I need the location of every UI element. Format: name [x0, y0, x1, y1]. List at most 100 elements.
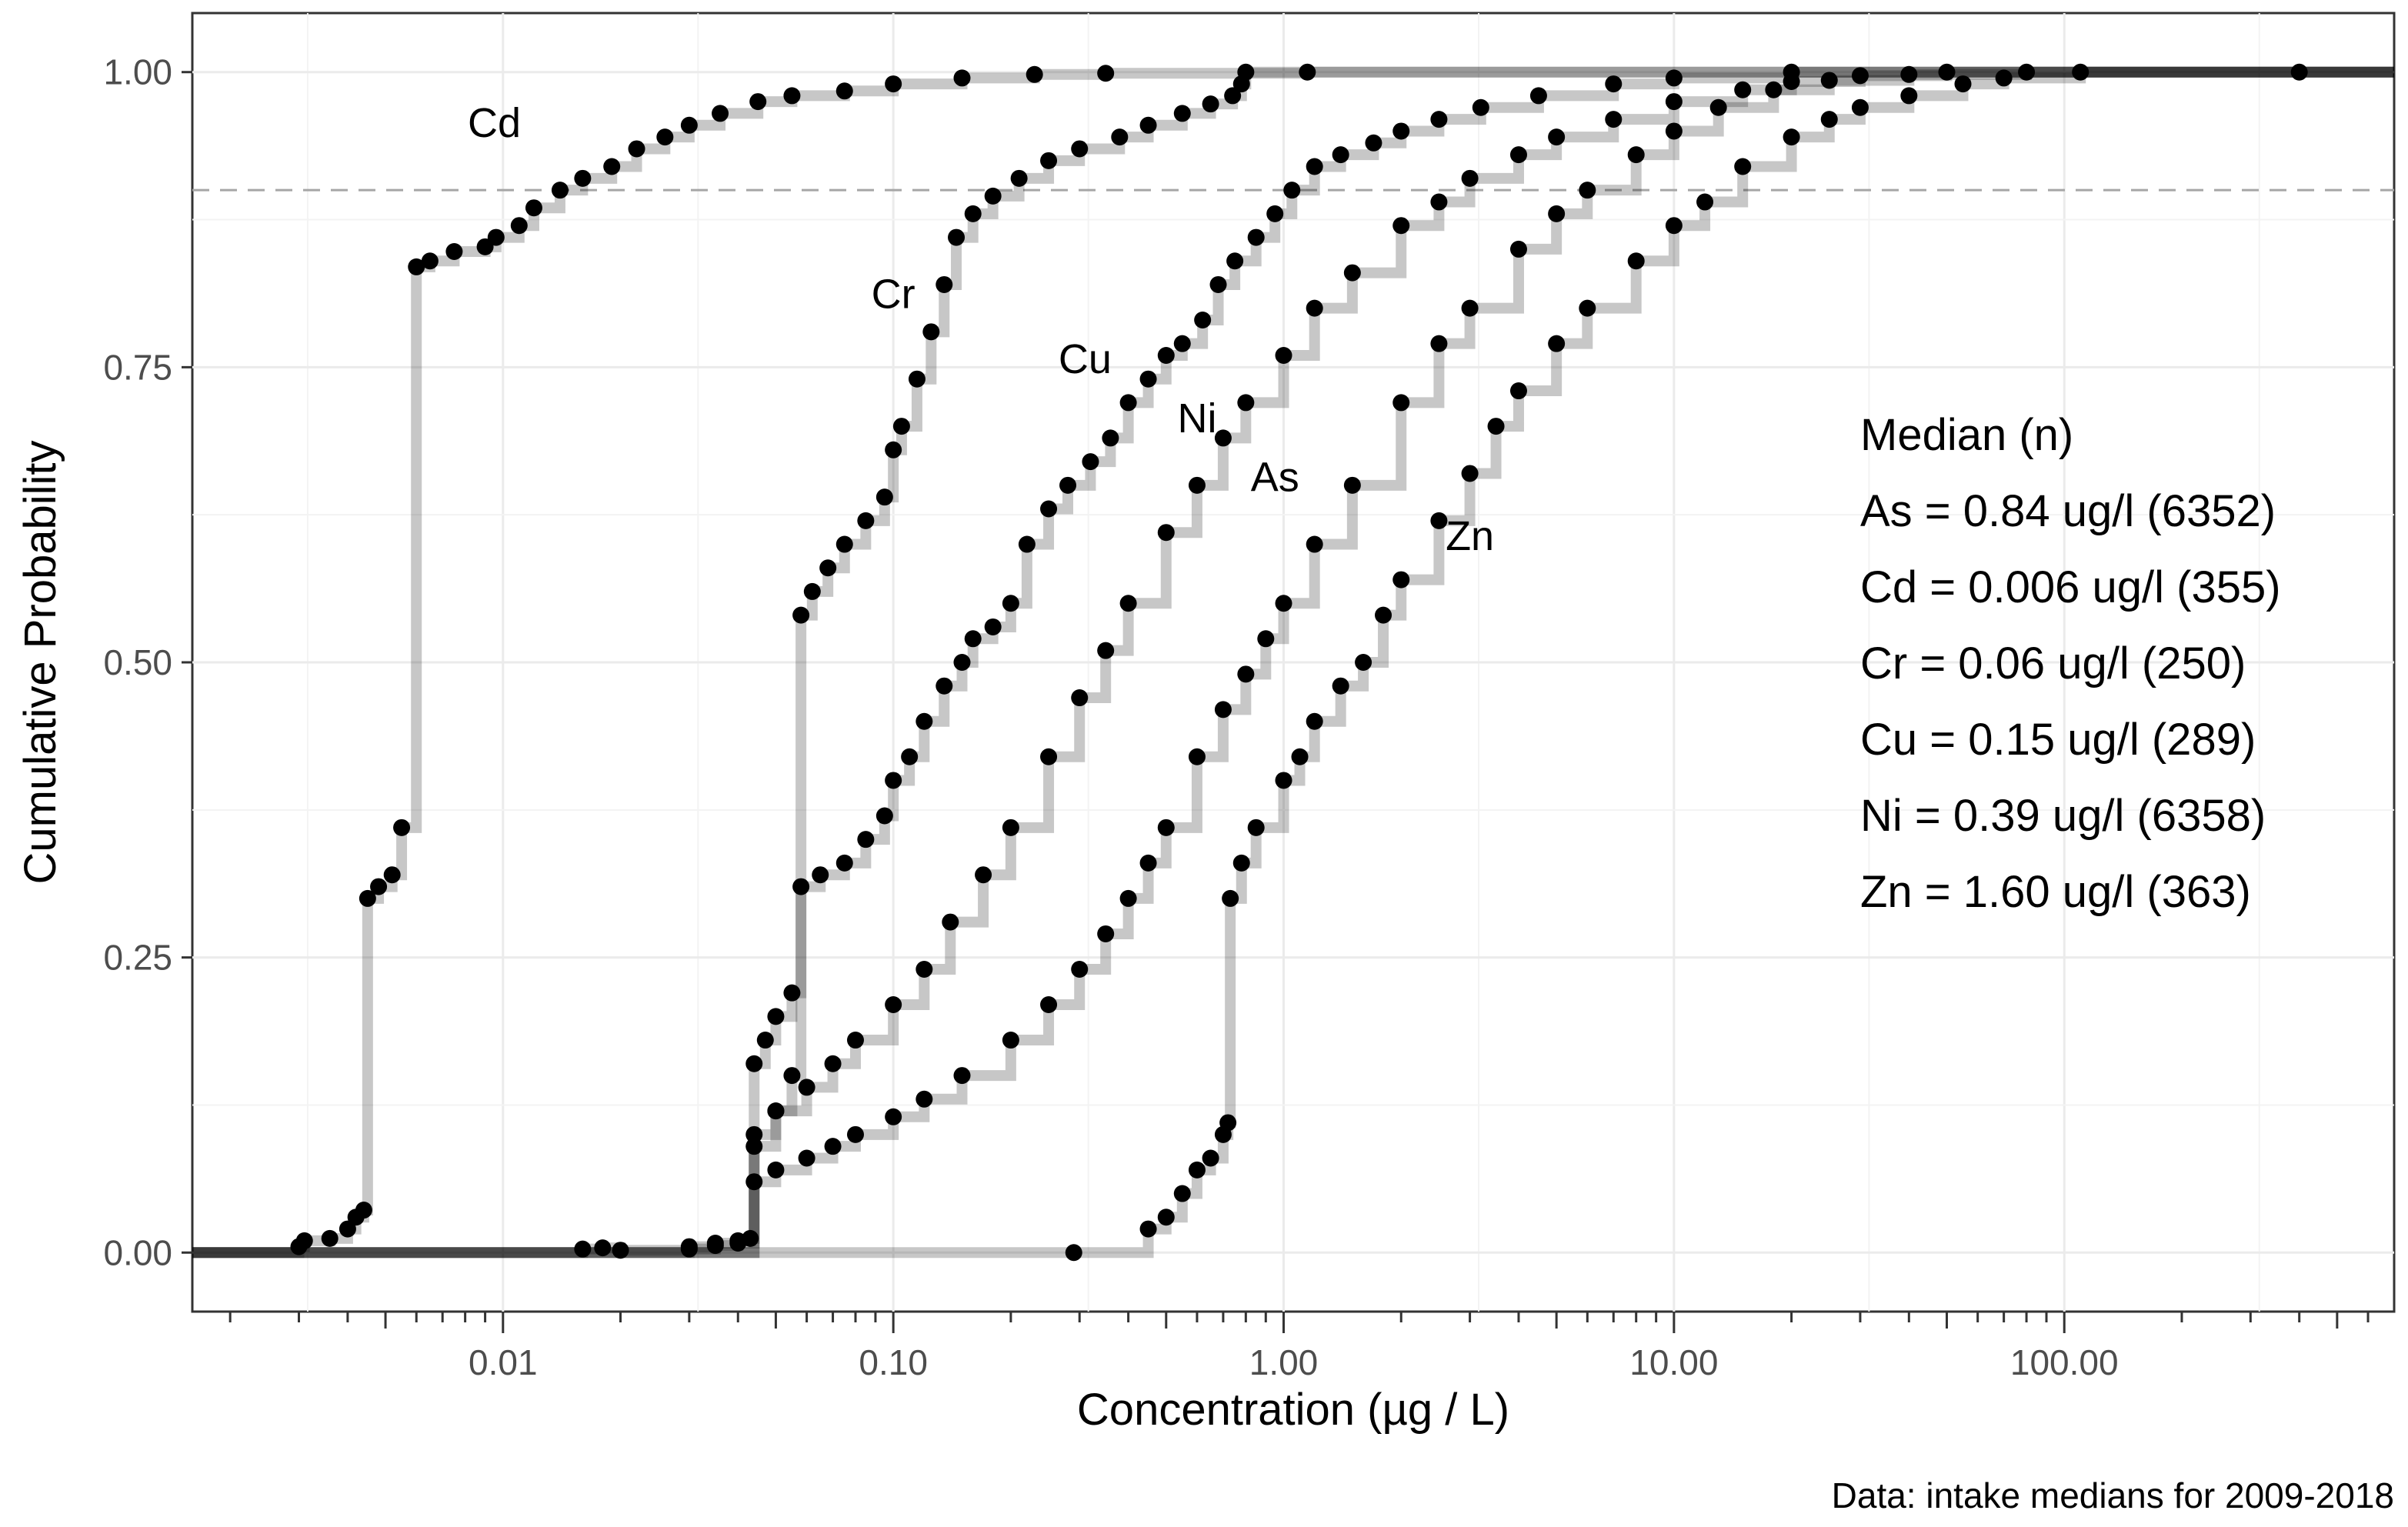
point-as [1665, 122, 1683, 140]
point-zn [1900, 87, 1918, 105]
point-cd [1097, 65, 1115, 82]
point-cd [680, 116, 698, 134]
point-zn [1579, 299, 1596, 317]
point-cu [1194, 311, 1212, 328]
point-cu [812, 866, 829, 884]
data-caption: Data: intake medians for 2009-2018 [1832, 1475, 2394, 1515]
point-ni [1461, 169, 1479, 187]
point-zn [1509, 382, 1527, 400]
point-zn [1332, 677, 1349, 695]
point-cu [1306, 158, 1323, 175]
point-cr [1040, 152, 1058, 169]
point-zn [2072, 63, 2089, 81]
point-cu [885, 772, 902, 789]
point-ni [1275, 347, 1292, 365]
point-cu [1472, 98, 1489, 116]
point-cu [916, 712, 933, 730]
point-ni [1509, 146, 1527, 164]
point-cd [339, 1220, 356, 1238]
point-cu [1529, 87, 1547, 105]
x-tick-label: 0.01 [469, 1342, 538, 1382]
point-ni [1734, 81, 1752, 98]
point-as [824, 1138, 842, 1155]
point-cr [948, 228, 966, 246]
point-cu [953, 654, 971, 671]
point-cr [936, 275, 953, 293]
legend-line-zn: Zn = 1.60 ug/l (363) [1860, 867, 2251, 917]
point-cd [525, 199, 542, 217]
point-zn [1219, 1114, 1237, 1132]
point-cd [574, 169, 592, 187]
legend-line-cd: Cd = 0.006 ug/l (355) [1860, 562, 2281, 612]
point-zn [1627, 252, 1645, 270]
series-label-ni: Ni [1177, 395, 1216, 442]
point-cu [1139, 370, 1157, 388]
series-ni: Ni [192, 63, 2394, 1259]
point-zn [1487, 418, 1505, 435]
point-as [1820, 72, 1838, 89]
point-cd [476, 238, 494, 255]
point-cr [1237, 63, 1255, 81]
point-cr [819, 559, 837, 577]
point-as [1461, 299, 1479, 317]
point-cu [857, 831, 875, 849]
point-zn [1392, 571, 1410, 588]
step-line-ni [192, 66, 2394, 1259]
point-cd [783, 87, 801, 105]
point-cr [767, 1008, 785, 1025]
point-cu [1283, 182, 1301, 199]
point-zn [1995, 69, 2013, 87]
legend-line-cu: Cu = 0.15 ug/l (289) [1860, 715, 2256, 765]
point-as [885, 1108, 902, 1125]
point-cd [953, 69, 971, 87]
point-cr [612, 1242, 629, 1259]
point-cu [1173, 335, 1191, 352]
point-cu [1226, 252, 1244, 270]
point-cu [1365, 134, 1382, 152]
point-ni [885, 996, 902, 1014]
point-zn [1375, 606, 1392, 624]
point-cd [656, 128, 674, 146]
series-cu: Cu [192, 63, 2394, 1259]
point-cr [1202, 95, 1219, 113]
point-as [1157, 819, 1175, 836]
point-as [1097, 925, 1115, 942]
point-as [1509, 240, 1527, 258]
point-cr [792, 606, 810, 624]
point-cr [857, 512, 875, 529]
point-cu [1332, 146, 1349, 164]
point-as [953, 1067, 971, 1085]
point-as [1579, 182, 1596, 199]
point-cu [936, 677, 953, 695]
legend-line-ni: Ni = 0.39 ug/l (6358) [1860, 791, 2266, 841]
point-zn [1355, 654, 1372, 671]
point-ni [824, 1055, 842, 1072]
y-tick-label: 0.75 [103, 347, 172, 387]
point-cr [922, 323, 940, 341]
point-as [745, 1173, 763, 1191]
axes: 0.01 0.10 1.00 10.00 100.00 0.00 0.25 0.50 0.75 1… [103, 52, 2370, 1382]
point-as [1139, 854, 1157, 872]
point-cu [706, 1237, 724, 1255]
point-cd [885, 75, 902, 93]
x-tick-label: 10.00 [1629, 1342, 1718, 1382]
point-as [1709, 98, 1727, 116]
point-ni [1237, 394, 1255, 412]
point-cr [964, 205, 982, 222]
point-cr [783, 984, 801, 1002]
point-cu [1157, 347, 1175, 365]
legend-line-cr: Cr = 0.06 ug/l (250) [1860, 638, 2246, 688]
point-cu [1430, 111, 1448, 128]
point-cr [908, 370, 926, 388]
point-zn [1139, 1220, 1157, 1238]
series-label-cd: Cd [468, 100, 521, 146]
point-as [798, 1149, 815, 1167]
series-zn: Zn [192, 63, 2394, 1262]
point-as [1040, 996, 1058, 1014]
point-as [1188, 748, 1206, 765]
point-cr [892, 418, 910, 435]
point-cu [1040, 500, 1058, 518]
point-cr [594, 1239, 612, 1257]
point-cu [1266, 205, 1284, 222]
